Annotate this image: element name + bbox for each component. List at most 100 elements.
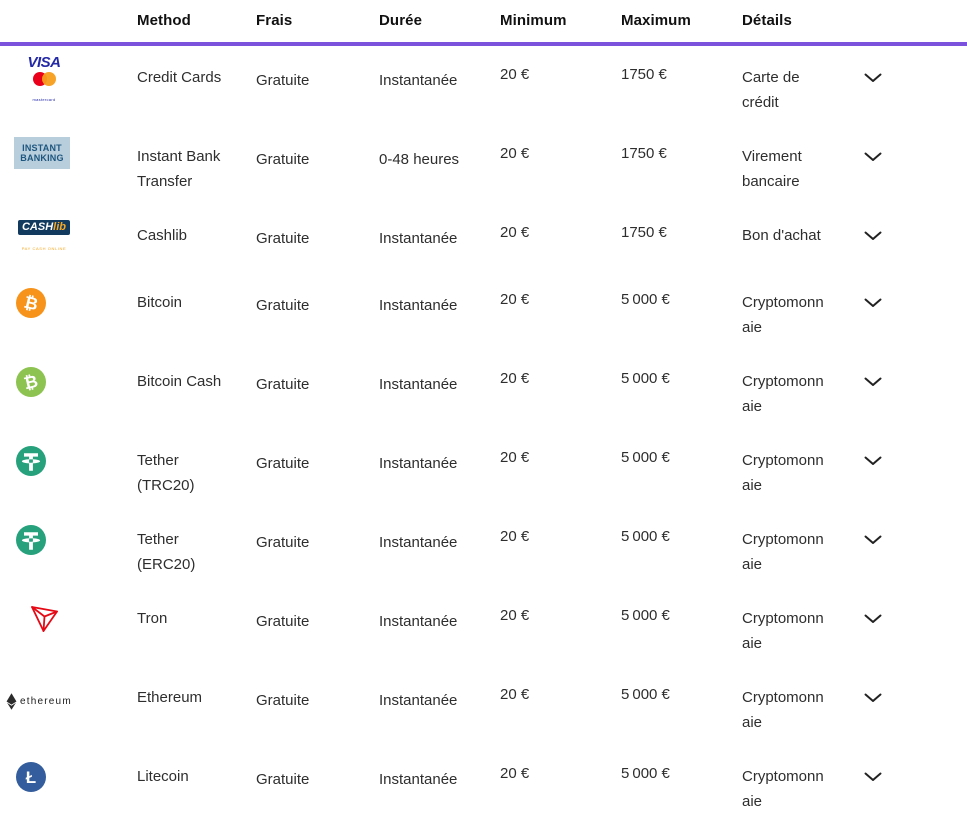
- header-frais: Frais: [256, 12, 293, 29]
- table-row-tron: Tron Gratuite Instantanée 20 € 5 000 € C…: [0, 587, 967, 666]
- expand-row-button[interactable]: [862, 71, 884, 85]
- expand-cell: [840, 369, 967, 395]
- maximum-cell: 5 000 €: [621, 686, 670, 703]
- chevron-down-icon: [864, 535, 882, 544]
- header-duree: Durée: [379, 12, 423, 29]
- ethereum-diamond-icon: [6, 693, 17, 710]
- mastercard-logo: [32, 72, 56, 86]
- maximum-cell: 5 000 €: [621, 765, 670, 782]
- method-icon-cell: CASHlib PAY CASH ONLINE: [0, 220, 137, 261]
- expand-cell: [840, 685, 967, 711]
- method-cell: Tether (ERC20): [137, 531, 196, 573]
- expand-row-button[interactable]: [862, 612, 884, 626]
- method-icon-cell: [0, 525, 137, 555]
- ethereum-logo: ethereum: [6, 689, 82, 714]
- table-row-bitcoin: ₿ Bitcoin Gratuite Instantanée 20 € 5 00…: [0, 271, 967, 350]
- method-icon-cell: VISA mastercard: [0, 55, 137, 112]
- minimum-cell: 20 €: [500, 370, 530, 387]
- expand-row-button[interactable]: [862, 770, 884, 784]
- maximum-cell: 5 000 €: [621, 528, 670, 545]
- expand-row-button[interactable]: [862, 454, 884, 468]
- frais-cell: Gratuite: [256, 376, 310, 393]
- table-row-bitcoin-cash: ₿ Bitcoin Cash Gratuite Instantanée 20 €…: [0, 350, 967, 429]
- details-cell: Cryptomonnaie: [742, 373, 824, 415]
- expand-row-button[interactable]: [862, 375, 884, 389]
- chevron-down-icon: [864, 298, 882, 307]
- maximum-cell: 5 000 €: [621, 291, 670, 308]
- frais-cell: Gratuite: [256, 230, 310, 247]
- minimum-cell: 20 €: [500, 291, 530, 308]
- chevron-down-icon: [864, 772, 882, 781]
- chevron-down-icon: [864, 73, 882, 82]
- table-row-tether-trc20: Tether (TRC20) Gratuite Instantanée 20 €…: [0, 429, 967, 508]
- tron-icon: [16, 602, 72, 636]
- table-row-cashlib: CASHlib PAY CASH ONLINE Cashlib Gratuite…: [0, 204, 967, 271]
- chevron-down-icon: [864, 152, 882, 161]
- method-icon-cell: Ł: [0, 762, 137, 792]
- header-details: Détails: [742, 12, 792, 29]
- frais-cell: Gratuite: [256, 297, 310, 314]
- expand-row-button[interactable]: [862, 296, 884, 310]
- visa-wordmark: VISA: [27, 54, 61, 71]
- details-cell: Cryptomonnaie: [742, 294, 824, 336]
- maximum-cell: 5 000 €: [621, 370, 670, 387]
- table-row-credit-cards: VISA mastercard Credit Cards Gratuite In…: [0, 46, 967, 125]
- ethereum-wordmark: ethereum: [20, 696, 72, 707]
- duree-cell: Instantanée: [379, 376, 458, 393]
- details-cell: Bon d'achat: [742, 227, 821, 244]
- chevron-down-icon: [864, 693, 882, 702]
- minimum-cell: 20 €: [500, 449, 530, 466]
- expand-row-button[interactable]: [862, 150, 884, 164]
- table-header-row: Method Frais Durée Minimum Maximum Détai…: [0, 0, 967, 46]
- details-cell: Cryptomonnaie: [742, 531, 824, 573]
- method-cell: Cashlib: [137, 227, 188, 244]
- expand-row-button[interactable]: [862, 229, 884, 243]
- details-cell: Carte de crédit: [742, 69, 800, 111]
- mastercard-wordmark: mastercard: [32, 97, 56, 102]
- duree-cell: Instantanée: [379, 455, 458, 472]
- expand-cell: [840, 606, 967, 632]
- header-method: Method: [137, 12, 191, 29]
- tether-icon: [16, 446, 46, 476]
- instant-banking-logo: INSTANT BANKING: [14, 137, 70, 169]
- details-cell: Cryptomonnaie: [742, 689, 824, 731]
- table-row-tether-erc20: Tether (ERC20) Gratuite Instantanée 20 €…: [0, 508, 967, 587]
- tether-icon: [16, 525, 46, 555]
- mastercard-orange-circle: [41, 72, 56, 86]
- minimum-cell: 20 €: [500, 145, 530, 162]
- method-cell: Tether (TRC20): [137, 452, 195, 494]
- expand-cell: [840, 448, 967, 474]
- minimum-cell: 20 €: [500, 66, 530, 83]
- expand-row-button[interactable]: [862, 691, 884, 705]
- duree-cell: Instantanée: [379, 771, 458, 788]
- method-icon-cell: [0, 606, 137, 636]
- details-cell: Virement bancaire: [742, 148, 802, 190]
- frais-cell: Gratuite: [256, 534, 310, 551]
- frais-cell: Gratuite: [256, 771, 310, 788]
- method-cell: Tron: [137, 610, 168, 627]
- method-icon-cell: [0, 446, 137, 476]
- method-icon-cell: INSTANT BANKING: [0, 137, 137, 169]
- maximum-cell: 5 000 €: [621, 449, 670, 466]
- cashlib-tagline: PAY CASH ONLINE: [21, 246, 67, 251]
- expand-cell: [840, 290, 967, 316]
- expand-cell: [840, 764, 967, 790]
- method-cell: Ethereum: [137, 689, 203, 706]
- expand-cell: [840, 223, 967, 249]
- table-row-instant-bank-transfer: INSTANT BANKING Instant Bank Transfer Gr…: [0, 125, 967, 204]
- minimum-cell: 20 €: [500, 686, 530, 703]
- frais-cell: Gratuite: [256, 151, 310, 168]
- method-icon-cell: ethereum: [0, 685, 137, 714]
- minimum-cell: 20 €: [500, 224, 530, 241]
- expand-row-button[interactable]: [862, 533, 884, 547]
- duree-cell: Instantanée: [379, 613, 458, 630]
- expand-cell: [840, 144, 967, 170]
- maximum-cell: 1750 €: [621, 66, 667, 83]
- litecoin-icon: Ł: [16, 762, 46, 792]
- duree-cell: Instantanée: [379, 534, 458, 551]
- duree-cell: Instantanée: [379, 297, 458, 314]
- chevron-down-icon: [864, 231, 882, 240]
- instant-banking-word-1: INSTANT: [22, 143, 62, 153]
- duree-cell: 0-48 heures: [379, 151, 460, 168]
